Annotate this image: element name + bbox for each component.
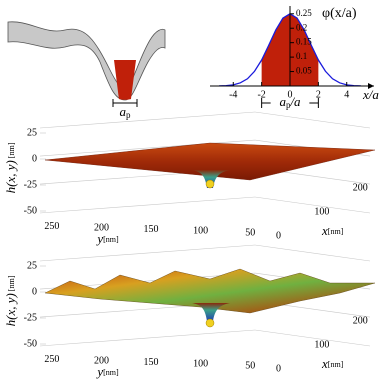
z-label-main: h(x, y) <box>3 293 18 326</box>
y-tick-label: 100 <box>193 226 208 237</box>
y-label-main: y <box>95 231 103 246</box>
label-main: a <box>120 104 127 119</box>
z-tick-label: -50 <box>24 205 37 216</box>
annotation-main: a <box>279 94 286 109</box>
chart-title: φ(x/a) <box>322 6 357 21</box>
surface-profile <box>7 21 166 101</box>
y-tick-label: 50 <box>245 227 255 238</box>
y-tick-label: 0.15 <box>296 37 312 47</box>
x-label-main: x <box>321 356 328 371</box>
grid-line <box>39 244 256 262</box>
x-tick-label: 200 <box>353 182 368 193</box>
grid-line <box>254 244 371 262</box>
z-axis-label: h(x, y) [nm] <box>3 275 18 326</box>
x-tick-label: 100 <box>314 339 329 350</box>
x-tick-label: 100 <box>314 206 329 217</box>
y-tick-label: 50 <box>245 360 255 371</box>
label-sub: p <box>126 110 131 120</box>
y-tick-label: 100 <box>193 359 208 370</box>
z-axis-label: h(x, y) [nm] <box>3 142 18 193</box>
y-tick-label: 0.05 <box>296 66 312 76</box>
z-tick-label: -50 <box>24 338 37 349</box>
x-label-unit: [nm] <box>328 360 344 369</box>
surface <box>44 142 376 181</box>
z-label-unit: [nm] <box>7 275 16 291</box>
grid-line <box>39 139 256 157</box>
y-tick-label: 0.2 <box>296 22 307 32</box>
grid-line <box>254 329 371 347</box>
annotation-sub: p <box>286 100 291 110</box>
contact-region <box>114 60 136 100</box>
y-tick-label: 200 <box>94 356 109 367</box>
y-tick-label: 250 <box>44 221 59 232</box>
z-label-main: h(x, y) <box>3 160 18 193</box>
z-tick-label: 25 <box>27 260 37 271</box>
z-label-unit: [nm] <box>7 142 16 158</box>
x-tick-label: 200 <box>353 315 368 326</box>
x-tick-label: -4 <box>229 89 237 100</box>
x-axis-label: x/a <box>362 87 379 102</box>
annotation: ap/a <box>279 94 301 110</box>
grid-line <box>39 111 256 129</box>
z-tick-label: -25 <box>24 312 37 323</box>
y-tick-label: 0.25 <box>296 8 312 18</box>
x-axis-arrow <box>368 83 374 89</box>
grid-line <box>254 111 371 129</box>
y-label-unit: [nm] <box>103 368 119 377</box>
surface <box>44 268 376 314</box>
x-tick-label: 0 <box>276 363 281 374</box>
schematic: ap <box>7 21 166 120</box>
y-label-main: y <box>95 364 103 379</box>
y-tick-label: 150 <box>144 357 159 368</box>
x-tick-label: 2 <box>316 89 321 100</box>
schematic-label: ap <box>120 104 132 120</box>
x-label-unit: [nm] <box>328 227 344 236</box>
plots: -4 -2 0 2 40.050.10.150.20.25 φ(x/a)x/aap/a25… <box>3 6 379 379</box>
grid-line <box>39 329 256 347</box>
x-axis-label: x[nm] <box>321 223 344 238</box>
x-axis-label: x[nm] <box>321 356 344 371</box>
x-tick-label: 0 <box>276 230 281 241</box>
annotation-tail: /a <box>289 94 301 109</box>
z-tick-label: -25 <box>24 179 37 190</box>
y-axis-label: y[nm] <box>95 364 119 379</box>
x-label-main: x <box>321 223 328 238</box>
x-tick-label: 0 <box>288 89 293 100</box>
x-tick-label: -2 <box>257 89 265 100</box>
y-tick-label: 150 <box>144 224 159 235</box>
probe-tip <box>205 318 215 328</box>
y-tick-label: 0.1 <box>296 51 307 61</box>
z-tick-label: 0 <box>32 286 37 297</box>
x-tick-label: 4 <box>344 89 349 100</box>
y-axis-label: y[nm] <box>95 231 119 246</box>
grid-line <box>39 196 256 214</box>
funnel <box>192 303 230 321</box>
z-tick-label: 25 <box>27 127 37 138</box>
y-label-unit: [nm] <box>103 235 119 244</box>
y-tick-label: 250 <box>44 354 59 365</box>
grid-line <box>254 196 371 214</box>
y-tick-label: 200 <box>94 223 109 234</box>
z-tick-label: 0 <box>32 153 37 164</box>
probe-tip <box>205 179 215 189</box>
funnel <box>192 170 230 188</box>
